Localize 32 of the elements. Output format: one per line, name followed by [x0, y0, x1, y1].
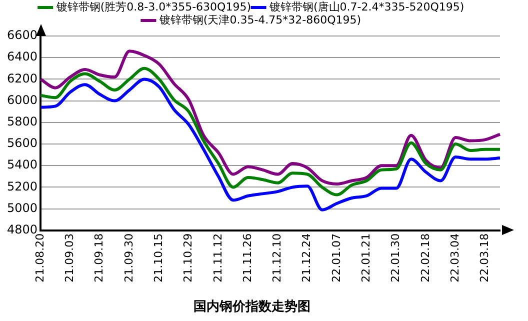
line-series [39, 50, 502, 186]
y-tick-label: 5000 [6, 200, 38, 215]
y-tick-label: 5200 [6, 179, 38, 194]
x-tick-label: 22.01.07 [330, 233, 343, 282]
x-tick-label: 21.11.12 [211, 233, 224, 282]
y-tick-label: 5800 [6, 114, 38, 129]
y-tick-label: 6000 [6, 92, 38, 107]
y-tick-label: 6200 [6, 71, 38, 86]
x-tick-label: 21.09.30 [122, 233, 136, 282]
x-tick-label: 21.12.24 [300, 233, 314, 282]
x-tick-label: 21.10.29 [182, 233, 195, 282]
x-tick-label: 21.12.10 [270, 233, 284, 282]
x-tick-label: 21.09.03 [63, 233, 76, 282]
x-tick-label: 21.08.20 [33, 233, 46, 282]
y-tick-label: 6600 [6, 28, 38, 42]
line-series [39, 78, 502, 212]
x-tick-label: 21.10.15 [152, 233, 165, 282]
legend-label: 镀锌带钢(天津0.35-4.75*32-860Q195) [158, 13, 362, 26]
x-tick-label: 22.02.18 [418, 233, 432, 282]
x-tick-label: 21.09.18 [92, 233, 106, 282]
y-tick-label: 5400 [6, 158, 38, 172]
line-series [39, 66, 502, 196]
x-tick-label: 22.03.18 [478, 233, 492, 282]
x-tick-label: 22.01.21 [359, 233, 372, 282]
y-tick-label: 6400 [6, 50, 38, 64]
x-tick-label: 22.01.30 [389, 233, 402, 282]
x-tick-label: 21.11.26 [240, 233, 254, 282]
y-tick-label: 5600 [6, 136, 38, 150]
legend-label: 镀锌带钢(唐山0.7-2.4*335-520Q195) [268, 0, 464, 14]
x-tick-label: 22.03.04 [448, 233, 462, 282]
legend-label: 镀锌带钢(胜芳0.8-3.0*355-630Q195) [55, 0, 251, 14]
text: 国内钢价指数走势图 [194, 298, 310, 315]
